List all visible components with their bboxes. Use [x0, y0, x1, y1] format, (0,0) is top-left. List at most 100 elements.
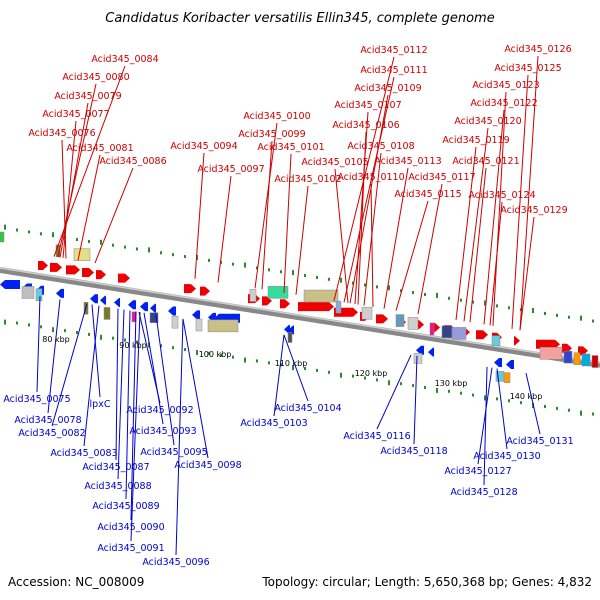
feature-box [581, 353, 591, 367]
genome-backbone [0, 267, 600, 368]
scale-labels: 80 kbp 90 kbp 100 kbp 110 kbp 120 kbp 130 kbp… [42, 335, 542, 401]
tick-mark [280, 270, 282, 274]
leader-line [283, 153, 292, 293]
feature-box [361, 306, 373, 320]
feature-box [563, 350, 573, 364]
scale-label: 140 kbp [510, 392, 543, 401]
leader-line [519, 55, 539, 331]
gene-label: Acid345_0121 [452, 156, 519, 167]
leader-line [496, 368, 508, 450]
tick-mark [508, 399, 510, 403]
tick-mark [16, 228, 18, 232]
gene-label: lpxC [90, 399, 111, 410]
feature-box [573, 352, 581, 365]
tick-mark [52, 327, 54, 333]
tick-mark [232, 262, 234, 266]
leader-line [182, 318, 209, 459]
tick-mark [580, 315, 582, 321]
reverse-gene-arrow [284, 324, 290, 334]
forward-gene-arrow [50, 262, 62, 272]
gene-label: Acid345_0081 [66, 143, 133, 154]
leader-line [334, 168, 349, 304]
gene-label: Acid345_0086 [99, 156, 166, 167]
gene-label: Acid345_0109 [354, 83, 421, 94]
tick-mark [484, 300, 486, 306]
gene-labels: Acid345_0084 Acid345_0080 Acid345_0079 Acid… [3, 44, 573, 568]
tick-mark [412, 384, 414, 388]
feature-box [35, 288, 43, 301]
leader-line [349, 94, 389, 304]
tick-mark [4, 319, 6, 325]
tick-mark [436, 387, 438, 393]
forward-gene-arrow [184, 284, 196, 294]
leader-line [115, 308, 119, 461]
gene-label: Acid345_0091 [97, 543, 164, 554]
gene-label: Acid345_0089 [92, 501, 159, 512]
tick-mark [544, 404, 546, 408]
tick-mark [592, 412, 594, 416]
tick-mark [112, 243, 114, 247]
gene-label: Acid345_0127 [444, 466, 511, 477]
gene-label: Acid345_0078 [14, 415, 81, 426]
tick-mark [424, 292, 426, 296]
tick-mark [364, 283, 366, 287]
tick-mark [544, 311, 546, 315]
tick-mark [448, 389, 450, 393]
leader-line [57, 83, 97, 258]
feature-box [207, 319, 239, 333]
leader-line [343, 76, 395, 303]
tick-mark [40, 232, 42, 236]
tick-mark [124, 338, 126, 342]
forward-gene-arrow [562, 343, 572, 353]
leader-line [36, 296, 41, 393]
tick-mark [184, 255, 186, 259]
forward-gene-arrow [38, 261, 48, 271]
tick-mark [292, 365, 294, 371]
backbone-line [0, 267, 600, 368]
tick-mark [52, 232, 54, 238]
tick-mark [28, 230, 30, 234]
scale-label: 100 kbp [199, 350, 232, 359]
gene-label: Acid345_0087 [82, 462, 149, 473]
tick-mark [160, 344, 162, 348]
gene-label: Acid345_0129 [500, 205, 567, 216]
leader-line [175, 318, 184, 556]
tick-mark [568, 408, 570, 412]
tick-mark [208, 351, 210, 355]
tick-mark [76, 331, 78, 335]
leader-line [395, 200, 429, 311]
leader-line [61, 139, 67, 259]
tick-mark [568, 315, 570, 319]
tick-mark [148, 247, 150, 253]
feature-box [103, 307, 111, 320]
leader-line [94, 167, 134, 264]
tick-mark [400, 289, 402, 293]
reverse-gene-arrow [128, 300, 136, 310]
gene-label: Acid345_0095 [140, 447, 207, 458]
feature-box [73, 248, 91, 261]
forward-gene-arrow [200, 286, 210, 296]
leader-line [217, 175, 232, 283]
tick-mark [124, 245, 126, 249]
gene-label: Acid345_0102 [274, 174, 341, 185]
gene-label: Acid345_0105 [301, 157, 368, 168]
tick-mark [460, 298, 462, 302]
leader-line [254, 122, 278, 289]
reverse-gene-arrow [150, 303, 156, 313]
tick-mark [484, 395, 486, 401]
tick-mark [268, 361, 270, 365]
tick-mark [508, 306, 510, 310]
feature-box [249, 289, 257, 302]
feature-box [591, 355, 599, 368]
reverse-gene-arrow [90, 294, 98, 304]
gene-label: Acid345_0110 [337, 172, 404, 183]
gene-label: Acid345_0128 [450, 487, 517, 498]
tick-mark [100, 239, 102, 245]
tick-mark [196, 349, 198, 355]
feature-box [21, 286, 35, 299]
leader-line [363, 152, 382, 306]
tick-mark [208, 258, 210, 262]
tick-mark [436, 292, 438, 298]
leader-line [511, 74, 529, 329]
leader-line [492, 91, 507, 326]
